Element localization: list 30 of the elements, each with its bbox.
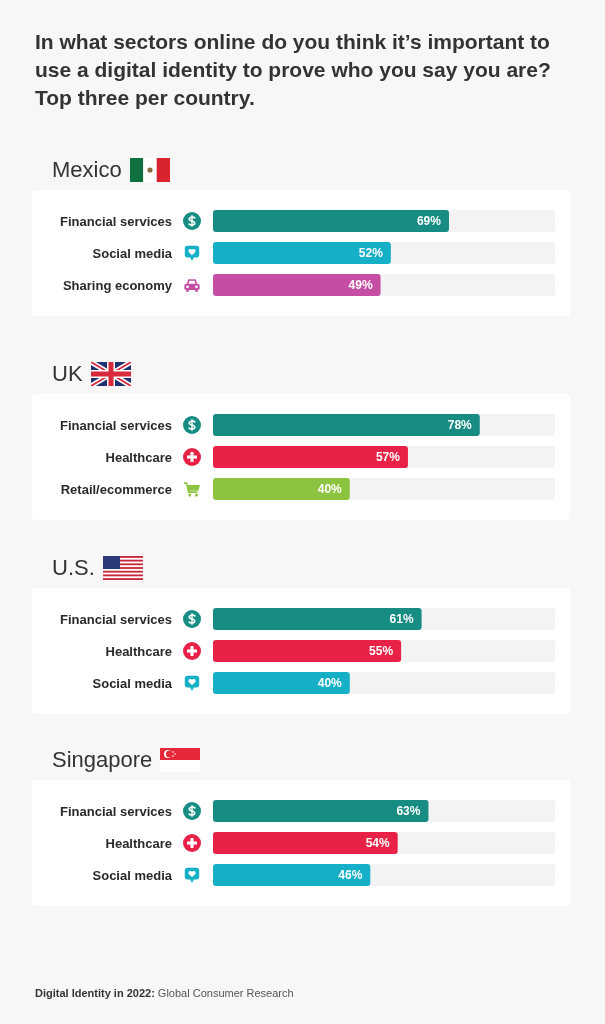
y-tick-label: Financial services [59, 213, 172, 229]
y-tick-label: Financial services [59, 611, 172, 627]
data-label: 61% [389, 612, 414, 626]
chart-subtitle: UK [52, 360, 83, 388]
data-label: 69% [416, 214, 442, 228]
chart-subtitle: Mexico [52, 156, 122, 184]
y-tick-label: Healthcare [105, 449, 172, 465]
chart-subtitle: Singapore [52, 746, 153, 774]
y-tick-label: Financial services [59, 803, 172, 819]
data-label: 57% [375, 450, 401, 464]
data-label: 40% [317, 676, 343, 690]
y-tick-label: Healthcare [105, 643, 172, 659]
data-label: 63% [396, 804, 421, 818]
chart-title: In what sectors online do you think it’s important to use a digital identity to prove who you say you are? Top three per country. [35, 30, 551, 109]
y-tick-label: Healthcare [105, 835, 172, 851]
data-label: 52% [358, 246, 384, 260]
data-label: 49% [348, 278, 373, 292]
y-tick-label: Social media [92, 245, 173, 261]
data-label: 54% [365, 836, 390, 850]
data-label: 78% [447, 418, 473, 432]
data-label: 46% [338, 868, 363, 882]
data-label: 55% [369, 644, 394, 658]
y-tick-label: Financial services [59, 417, 172, 433]
y-tick-label: Sharing economy [62, 277, 173, 293]
data-label: 40% [317, 482, 343, 496]
chart-subtitle: U.S. [52, 554, 95, 582]
text: Digital Identity in 2022: Global Consumer Research [35, 987, 294, 999]
y-tick-label: Social media [92, 675, 173, 691]
y-tick-label: Retail/ecommerce [60, 481, 172, 497]
y-tick-label: Social media [92, 867, 173, 883]
